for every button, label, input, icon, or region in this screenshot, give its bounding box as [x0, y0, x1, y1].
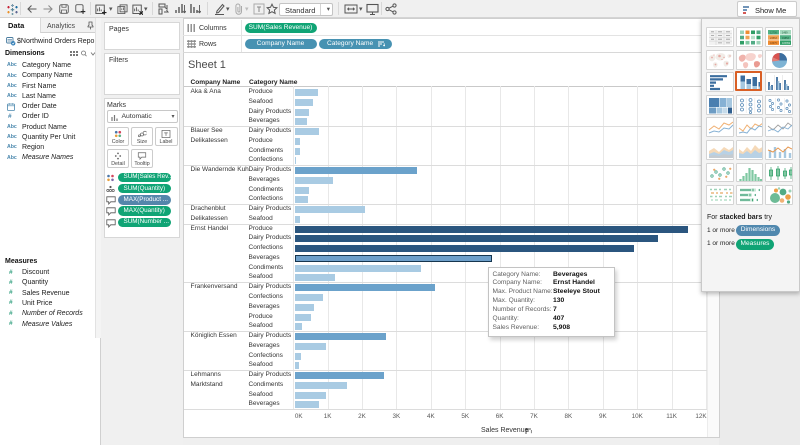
svg-text:1469: 1469	[782, 32, 788, 35]
svg-text:24563: 24563	[770, 37, 778, 40]
svg-text:115352: 115352	[782, 42, 791, 45]
svg-text:43675: 43675	[770, 42, 778, 45]
svg-text:19853: 19853	[782, 37, 790, 40]
svg-text:12756: 12756	[770, 32, 778, 35]
